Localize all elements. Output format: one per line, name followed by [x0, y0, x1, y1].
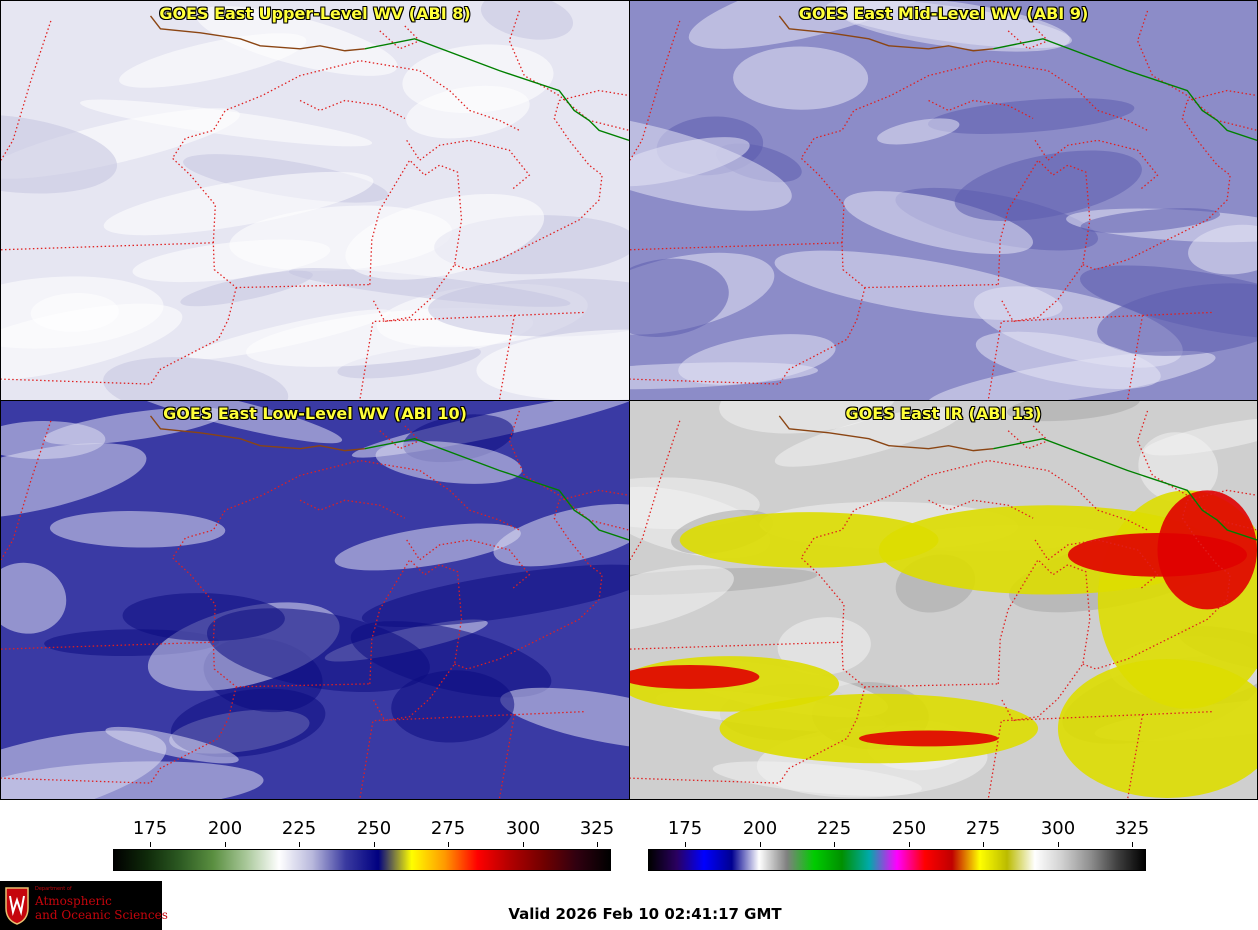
water-vapor-colorbar-ticks: 175 200 225 250 275 300 325 [113, 818, 614, 848]
uw-crest-icon [5, 887, 29, 925]
panel-title: GOES East Low-Level WV (ABI 10) [163, 404, 467, 423]
tick-label: 175 [132, 818, 168, 839]
tick-label: 200 [742, 818, 778, 839]
tick-label: 250 [891, 818, 927, 839]
tick-mark [685, 842, 686, 847]
tick-label: 225 [281, 818, 317, 839]
infrared-colorbar [648, 849, 1146, 871]
tick-label: 300 [505, 818, 541, 839]
panel-mid-level-wv: GOES East Mid-Level WV (ABI 9) [629, 0, 1258, 401]
logo-name-line2: and Oceanic Sciences [35, 908, 168, 922]
infrared-colorbar-ticks: 175 200 225 250 275 300 325 [648, 818, 1149, 848]
tick-label: 200 [207, 818, 243, 839]
tick-mark [834, 842, 835, 847]
tick-label: 275 [965, 818, 1001, 839]
logo-department-line: Department of [35, 886, 72, 892]
tick-mark [1058, 842, 1059, 847]
satellite-image [1, 1, 629, 400]
tick-label: 175 [667, 818, 703, 839]
tick-label: 225 [816, 818, 852, 839]
tick-label: 300 [1040, 818, 1076, 839]
tick-mark [760, 842, 761, 847]
tick-mark [909, 842, 910, 847]
tick-label: 325 [1114, 818, 1150, 839]
tick-mark [983, 842, 984, 847]
water-vapor-colorbar [113, 849, 611, 871]
satellite-image [1, 401, 629, 799]
tick-mark [597, 842, 598, 847]
satellite-image [630, 401, 1257, 799]
tick-mark [523, 842, 524, 847]
valid-time: Valid 2026 Feb 10 02:41:17 GMT [508, 905, 782, 923]
panel-title: GOES East Mid-Level WV (ABI 9) [798, 4, 1089, 23]
tick-label: 250 [356, 818, 392, 839]
tick-label: 325 [579, 818, 615, 839]
logo-name-line1: Atmospheric [35, 894, 112, 908]
panel-low-level-wv: GOES East Low-Level WV (ABI 10) [0, 400, 630, 800]
tick-mark [299, 842, 300, 847]
panel-upper-level-wv: GOES East Upper-Level WV (ABI 8) [0, 0, 630, 401]
tick-mark [225, 842, 226, 847]
panel-title: GOES East IR (ABI 13) [845, 404, 1042, 423]
tick-label: 275 [430, 818, 466, 839]
panel-title: GOES East Upper-Level WV (ABI 8) [159, 4, 471, 23]
tick-mark [1132, 842, 1133, 847]
satellite-image [630, 1, 1257, 400]
tick-mark [448, 842, 449, 847]
aos-logo: Department of Atmospheric and Oceanic Sc… [0, 881, 168, 930]
tick-mark [150, 842, 151, 847]
panel-infrared: GOES East IR (ABI 13) [629, 400, 1258, 800]
tick-mark [374, 842, 375, 847]
